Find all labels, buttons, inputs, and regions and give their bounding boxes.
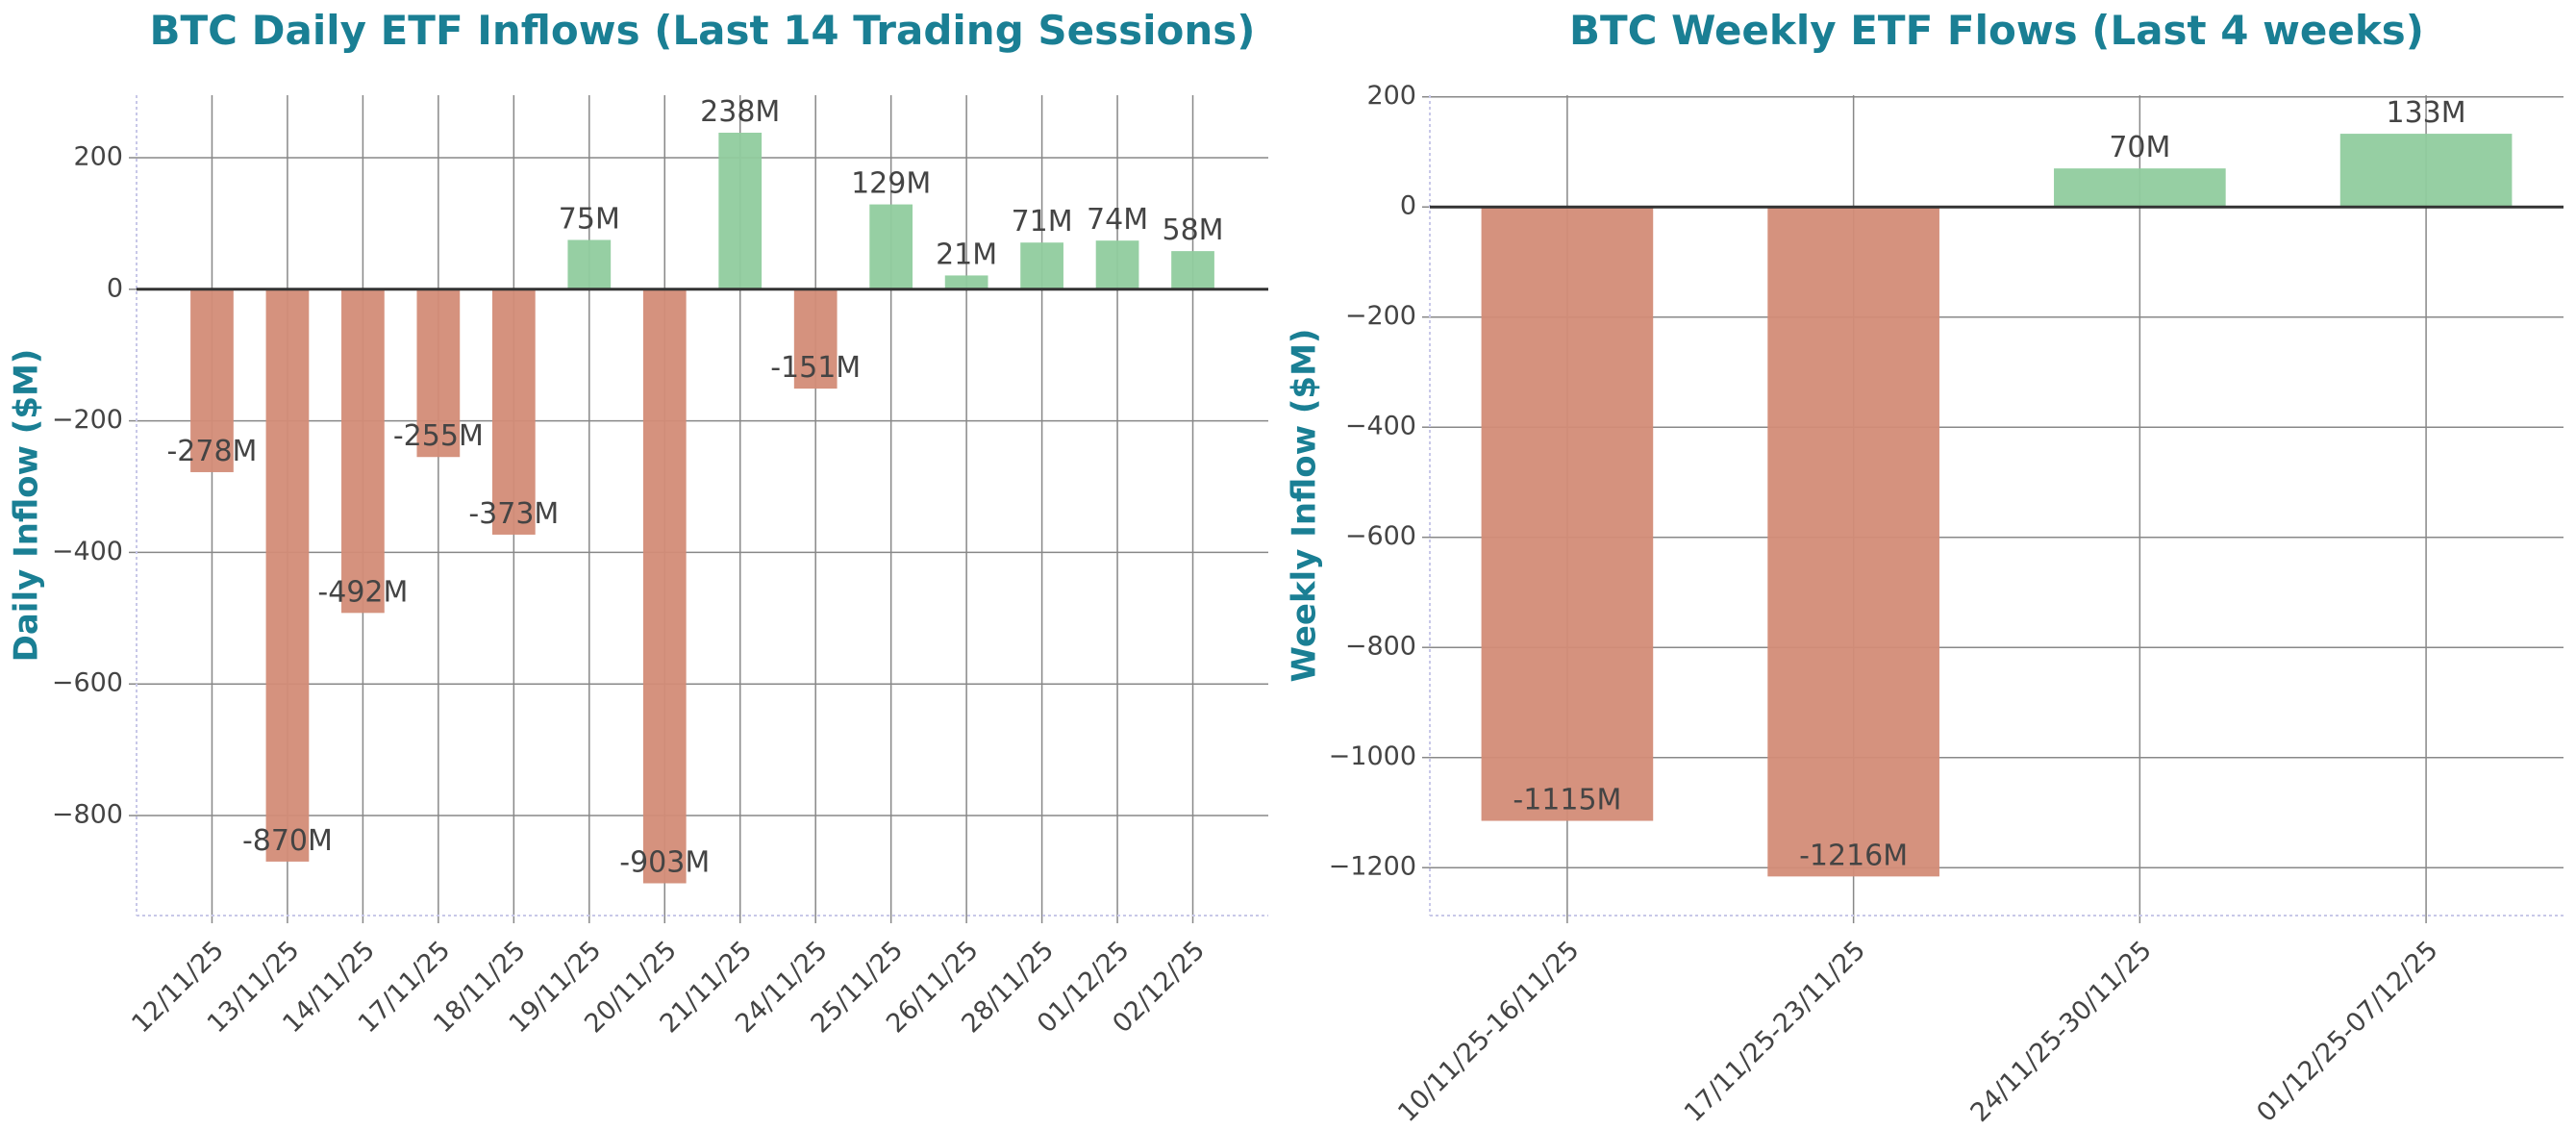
bar bbox=[1171, 251, 1214, 289]
y-tick-label: −200 bbox=[52, 405, 123, 435]
chart-title: BTC Weekly ETF Flows (Last 4 weeks) bbox=[1569, 7, 2424, 54]
value-label: -492M bbox=[317, 575, 408, 609]
value-label: -870M bbox=[242, 824, 333, 858]
value-label: 71M bbox=[1012, 205, 1073, 239]
x-tick-label: 24/11/25-30/11/25 bbox=[1965, 936, 2158, 1128]
y-tick-label: 0 bbox=[1400, 191, 1416, 221]
y-tick-label: −1200 bbox=[1329, 852, 1416, 882]
y-axis-label: Daily Inflow ($M) bbox=[8, 349, 46, 663]
y-tick-label: −600 bbox=[1345, 521, 1416, 551]
value-label: 129M bbox=[851, 167, 931, 201]
bar bbox=[341, 289, 385, 614]
y-tick-label: −200 bbox=[1345, 301, 1416, 331]
x-tick-label: 17/11/25-23/11/25 bbox=[1679, 936, 1871, 1128]
value-label: 238M bbox=[700, 95, 780, 129]
value-label: -373M bbox=[468, 497, 559, 531]
value-label: 58M bbox=[1163, 213, 1224, 247]
bar bbox=[567, 239, 612, 289]
bar bbox=[265, 289, 310, 862]
bar bbox=[1020, 242, 1063, 289]
y-tick-label: 200 bbox=[1366, 81, 1416, 111]
y-tick-label: 200 bbox=[73, 141, 123, 171]
value-label: 21M bbox=[936, 238, 997, 271]
value-label: 70M bbox=[2109, 131, 2170, 164]
bar bbox=[1095, 240, 1139, 289]
x-tick-label: 10/11/25-16/11/25 bbox=[1392, 936, 1585, 1128]
bar bbox=[793, 289, 838, 389]
y-tick-label: −1000 bbox=[1329, 741, 1416, 771]
bar bbox=[1481, 207, 1654, 821]
bar bbox=[491, 289, 536, 535]
y-tick-label: −800 bbox=[1345, 632, 1416, 662]
bar bbox=[2054, 168, 2226, 208]
bar bbox=[944, 275, 988, 289]
bar bbox=[190, 289, 234, 472]
y-tick-label: −800 bbox=[52, 800, 123, 830]
value-label: 133M bbox=[2387, 96, 2466, 130]
value-label: -255M bbox=[393, 419, 484, 453]
y-tick-label: −600 bbox=[52, 668, 123, 698]
bar bbox=[1767, 207, 1939, 877]
y-tick-label: 0 bbox=[107, 273, 123, 303]
bar bbox=[642, 289, 687, 884]
bar bbox=[869, 204, 913, 289]
y-axis-label: Weekly Inflow ($M) bbox=[1286, 329, 1324, 683]
value-label: 74M bbox=[1087, 203, 1148, 237]
x-tick-label: 01/12/25-07/12/25 bbox=[2251, 936, 2443, 1128]
y-tick-label: −400 bbox=[1345, 412, 1416, 441]
value-label: -278M bbox=[166, 435, 257, 468]
y-tick-label: −400 bbox=[52, 537, 123, 566]
bar bbox=[718, 132, 763, 289]
bar bbox=[416, 289, 461, 458]
chart-title: BTC Daily ETF Inflows (Last 14 Trading S… bbox=[150, 7, 1256, 54]
value-label: -151M bbox=[770, 351, 861, 385]
value-label: 75M bbox=[559, 202, 620, 236]
value-label: -1216M bbox=[1799, 839, 1908, 872]
bar bbox=[2339, 134, 2513, 208]
value-label: -1115M bbox=[1513, 784, 1621, 817]
value-label: -903M bbox=[619, 845, 710, 879]
